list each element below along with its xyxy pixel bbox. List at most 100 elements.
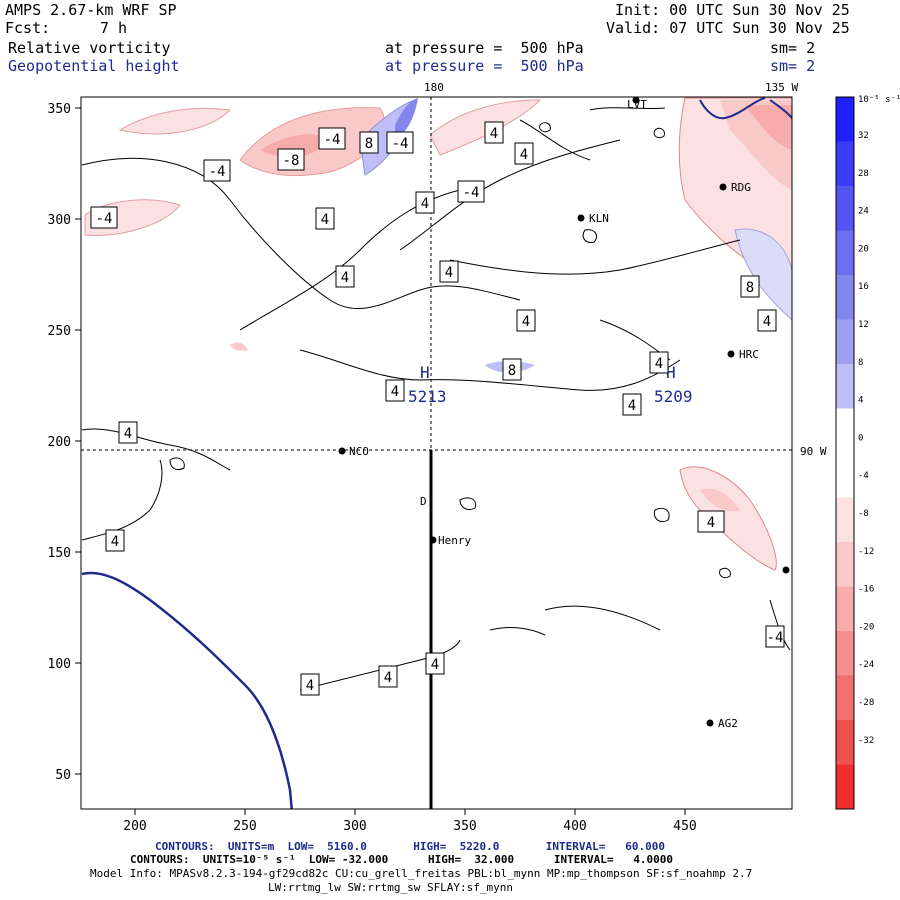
y-tick-label: 300 (48, 213, 71, 228)
valid-time: Valid: 07 UTC Sun 30 Nov 25 (606, 19, 850, 37)
contour-label: -4 (392, 136, 409, 152)
contour-label: 8 (365, 136, 373, 152)
high-1-value: 5213 (408, 387, 447, 406)
model-info: Model Info: MPASv8.2.3-194-gf29cd82c CU:… (90, 867, 753, 880)
colorbar-segment (836, 586, 854, 632)
contour-label: 4 (111, 534, 119, 550)
field2-sm: sm= 2 (770, 57, 816, 75)
edge-station-marker (782, 566, 790, 574)
contour-label: 4 (522, 314, 530, 330)
colorbar-level-label: -8 (858, 509, 869, 519)
colorbar-segment (836, 364, 854, 409)
station-lvt-marker (632, 96, 640, 104)
stations-layer: LVT RDG KLN HRC NCO Henry AG2 D (338, 96, 790, 730)
contour-label: 8 (508, 363, 516, 379)
y-tick-label: 100 (48, 657, 71, 672)
colorbar-level-label: -16 (858, 585, 874, 595)
station-kln-marker (577, 214, 585, 222)
colorbar-segment (836, 141, 854, 187)
colorbar-level-label: 16 (858, 282, 869, 292)
colorbar-segment (836, 186, 854, 231)
contour-label: 8 (746, 280, 754, 296)
y-axis (75, 107, 81, 775)
y-tick-label: 350 (48, 102, 71, 117)
colorbar-level-label: 32 (858, 131, 869, 141)
contours-height-info: CONTOURS: UNITS=m LOW= 5160.0 HIGH= 5220… (155, 840, 665, 853)
contour-label: 4 (707, 515, 715, 531)
contour-label: 4 (124, 426, 132, 442)
contour-label: 4 (306, 678, 314, 694)
model-info-line2: LW:rrtmg_lw SW:rrtmg_sw SFLAY:sf_mynn (268, 881, 514, 894)
contour-label: 4 (321, 212, 329, 228)
coastline (699, 97, 792, 120)
station-ag2-label: AG2 (718, 717, 738, 730)
vorticity-shading (84, 97, 792, 571)
colorbar-level-label: 28 (858, 169, 869, 179)
highs-layer: H 5213 H 5209 (408, 363, 693, 406)
x-axis (134, 809, 686, 815)
station-d-label: D (420, 495, 427, 508)
x-tick-label: 200 (123, 819, 146, 834)
colorbar-unit-label: 10⁻⁵ s⁻¹ (858, 95, 900, 105)
colorbar-segment (836, 230, 854, 276)
station-henry-marker (429, 536, 437, 544)
y-tick-label: 150 (48, 546, 71, 561)
y-tick-label: 200 (48, 435, 71, 450)
station-lvt-label: LVT (627, 98, 647, 111)
colorbar-level-label: 24 (858, 207, 869, 217)
contour-label: 4 (341, 270, 349, 286)
high-2-value: 5209 (654, 387, 693, 406)
forecast-label: Fcst: (5, 19, 51, 37)
colorbar-level-label: -28 (858, 698, 874, 708)
colorbar-level-label: -20 (858, 622, 874, 632)
model-title: AMPS 2.67-km WRF SP (5, 1, 177, 19)
field1-pressure: at pressure = 500 hPa (385, 39, 584, 57)
station-rdg-marker (719, 183, 727, 191)
contour-label: 4 (391, 384, 399, 400)
contour-label: 4 (384, 670, 392, 686)
station-hrc-marker (727, 350, 735, 358)
field2-pressure: at pressure = 500 hPa (385, 57, 584, 75)
station-nco-label: NCO (349, 445, 369, 458)
x-tick-label: 450 (673, 819, 696, 834)
contour-label: -4 (324, 132, 341, 148)
colorbar-level-label: 4 (858, 396, 863, 406)
colorbar-segment (836, 408, 854, 454)
contour-label: -4 (767, 630, 784, 646)
colorbar-segment (836, 631, 854, 676)
colorbar-segment (836, 97, 854, 142)
colorbar-level-label: -32 (858, 736, 874, 746)
contour-label: -8 (283, 153, 300, 169)
meridian-180-label: 180 (424, 81, 444, 94)
colorbar-level-label: 12 (858, 320, 869, 330)
x-tick-label: 250 (233, 819, 256, 834)
colorbar-segment (836, 720, 854, 765)
colorbar-level-label: -24 (858, 660, 874, 670)
colorbar-segment (836, 764, 854, 810)
contour-label: 4 (431, 657, 439, 673)
geopotential-contour (81, 571, 293, 809)
x-tick-label: 350 (453, 819, 476, 834)
colorbar-segment (836, 497, 854, 543)
contour-label: 4 (520, 147, 528, 163)
colorbar-segment (836, 319, 854, 365)
contour-label: 4 (445, 265, 453, 281)
contour-label: 4 (763, 314, 771, 330)
meridian-90w-label: 90 W (800, 445, 827, 458)
y-tick-label: 50 (55, 768, 71, 783)
colorbar-level-label: 20 (858, 244, 869, 254)
contour-label: 4 (421, 196, 429, 212)
contour-label: 4 (628, 398, 636, 414)
contours-vorticity-info: CONTOURS: UNITS=10⁻⁵ s⁻¹ LOW= -32.000 HI… (130, 853, 674, 866)
station-hrc-label: HRC (739, 348, 759, 361)
colorbar-level-label: 0 (858, 433, 863, 443)
contour-label: -4 (96, 211, 113, 227)
colorbar-level-label: -4 (858, 471, 869, 481)
contour-labels: -4 -8 -4 8 -4 -4 4 4 4 -4 4 4 4 4 4 8 4 … (90, 121, 785, 696)
station-henry-label: Henry (438, 534, 471, 547)
field1-name: Relative vorticity (8, 39, 171, 57)
colorbar-level-label: 8 (858, 358, 863, 368)
init-time: Init: 00 UTC Sun 30 Nov 25 (615, 1, 850, 19)
contour-label: -4 (209, 164, 226, 180)
